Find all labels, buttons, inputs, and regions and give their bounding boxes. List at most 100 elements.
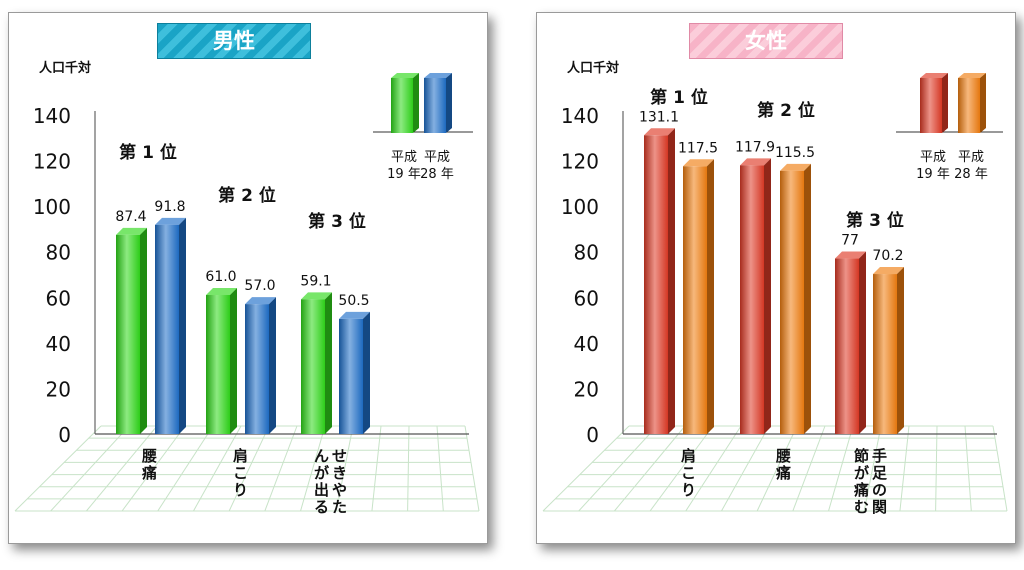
rank-label: 第 1 位: [650, 87, 708, 108]
y-tick-label: 140: [561, 104, 599, 128]
rank-label: 第 2 位: [757, 100, 815, 121]
bar-side: [363, 311, 370, 434]
y-tick-label: 100: [33, 195, 71, 219]
y-tick-label: 80: [46, 241, 71, 265]
floor-grid: [542, 425, 1008, 512]
bar: [116, 234, 140, 434]
rank-label: 第 3 位: [846, 210, 904, 231]
bar-top: [339, 311, 370, 319]
legend-swatch-side: [980, 73, 986, 133]
bar-top: [644, 128, 675, 136]
category-label: 手足の関節が痛む: [853, 447, 888, 516]
y-tick-label: 120: [561, 150, 599, 174]
legend-swatch-top: [920, 73, 948, 78]
legend-label: 平成: [920, 150, 946, 165]
bar-side: [859, 251, 866, 434]
bar-value-label: 77: [841, 233, 859, 249]
legend-swatch: [424, 78, 446, 133]
category-label: 腰痛: [141, 447, 157, 482]
bar-side: [707, 159, 714, 434]
legend-label: 28 年: [954, 167, 988, 182]
bar-top: [740, 158, 771, 166]
legend-swatch-top: [424, 73, 452, 78]
chart-title-female: 女性: [689, 23, 843, 59]
legend-label: 平成: [391, 150, 417, 165]
bar-value-label: 131.1: [639, 109, 679, 125]
y-tick-label: 0: [586, 423, 599, 447]
bar-side: [325, 292, 332, 434]
bar-value-label: 50.5: [338, 293, 369, 309]
bar-top: [245, 297, 276, 305]
y-tick-label: 20: [574, 377, 599, 401]
bar-top: [116, 227, 147, 235]
bar-side: [179, 217, 186, 434]
legend-swatch-side: [942, 73, 948, 133]
y-tick-label: 0: [58, 423, 71, 447]
legend-swatch: [391, 78, 413, 133]
bar-value-label: 91.8: [154, 199, 185, 215]
bar-top: [835, 251, 866, 259]
bar-value-label: 87.4: [115, 209, 146, 225]
bar-side: [897, 267, 904, 434]
bar: [873, 274, 897, 434]
bar-side: [668, 128, 675, 434]
bar-side: [230, 288, 237, 434]
legend-label: 28 年: [420, 167, 454, 182]
bar-value-label: 61.0: [205, 269, 236, 285]
y-tick-label: 140: [33, 104, 71, 128]
bar-value-label: 117.5: [678, 140, 718, 156]
y-tick-label: 40: [574, 332, 599, 356]
rank-label: 第 2 位: [218, 185, 276, 206]
y-tick-label: 60: [46, 286, 71, 310]
bar-value-label: 70.2: [872, 248, 903, 264]
bar: [780, 170, 804, 434]
bar: [683, 166, 707, 434]
bar: [155, 224, 179, 434]
bar-value-label: 117.9: [735, 139, 775, 155]
category-label: 肩こり: [233, 447, 248, 499]
bar: [339, 318, 363, 434]
legend-swatch: [958, 78, 980, 133]
rank-label: 第 1 位: [119, 142, 177, 163]
y-tick-label: 120: [33, 150, 71, 174]
bar-value-label: 115.5: [775, 145, 815, 161]
y-tick-label: 40: [46, 332, 71, 356]
bar: [740, 165, 764, 434]
legend-label: 平成: [958, 150, 984, 165]
y-tick-label: 80: [574, 241, 599, 265]
legend-label: 19 年: [916, 167, 950, 182]
bar: [245, 304, 269, 434]
bar-side: [269, 297, 276, 434]
legend-label: 平成: [424, 150, 450, 165]
bar-top: [155, 217, 186, 225]
chart-title-male: 男性: [157, 23, 311, 59]
category-label: せきやたんが出る: [314, 447, 347, 516]
legend-swatch-side: [446, 73, 452, 133]
y-tick-label: 60: [574, 286, 599, 310]
bar-side: [764, 158, 771, 434]
female-chart-panel: 女性 人口千対 0 20 40 60 80 100 120 140 平成 19 年平成 28 年第 1…: [536, 12, 1016, 544]
bar-top: [301, 292, 332, 300]
legend-swatch: [920, 78, 942, 133]
bar-side: [804, 163, 811, 434]
legend-label: 19 年: [387, 167, 421, 182]
bar: [835, 258, 859, 434]
bar-value-label: 57.0: [244, 278, 275, 294]
bar-top: [780, 163, 811, 171]
bar-side: [140, 227, 147, 434]
y-tick-label: 100: [561, 195, 599, 219]
y-tick-label: 20: [46, 377, 71, 401]
y-axis-label: 人口千対: [39, 60, 91, 76]
floor-grid: [14, 425, 480, 512]
rank-label: 第 3 位: [308, 211, 366, 232]
bar-top: [206, 288, 237, 296]
category-label: 肩こり: [681, 447, 696, 499]
legend-swatch-top: [391, 73, 419, 78]
y-axis-label: 人口千対: [567, 60, 619, 76]
bar: [206, 295, 230, 434]
bar: [644, 135, 668, 434]
legend-swatch-side: [413, 73, 419, 133]
male-chart-panel: 男性 人口千対 0 20 40 60 80 100 120 140 平成 19 年平成 28 年第 1…: [8, 12, 488, 544]
